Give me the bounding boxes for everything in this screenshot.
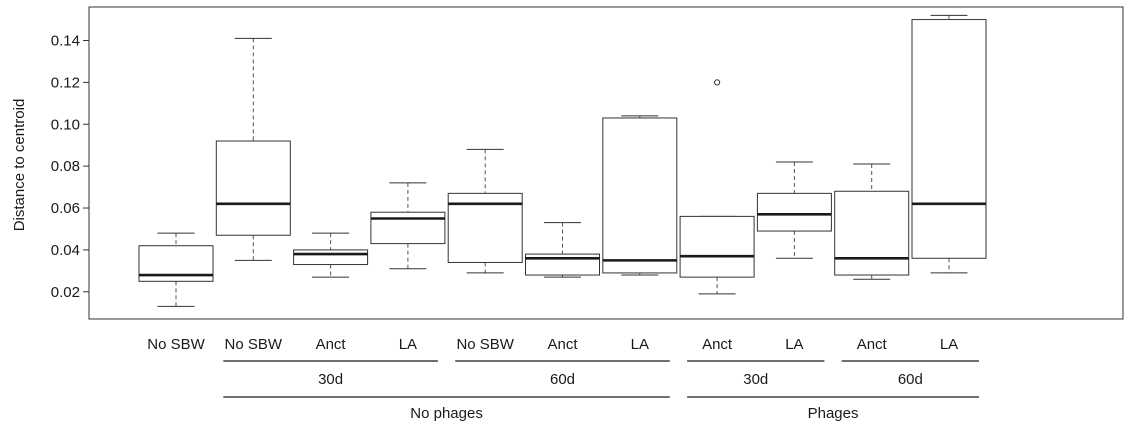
supergroup-label: No phages (410, 405, 483, 422)
box-9 (756, 161, 832, 259)
iqr-box (370, 211, 446, 245)
x-tick-label: LA (631, 336, 649, 353)
x-tick-label: LA (940, 336, 958, 353)
box-8 (679, 79, 755, 295)
iqr-box (602, 117, 678, 274)
x-tick-label: LA (399, 336, 417, 353)
group-label: 30d (318, 371, 343, 388)
iqr-box (679, 215, 755, 278)
y-tick-label: 0.14 (51, 33, 80, 50)
box-1 (138, 232, 214, 307)
box-2 (215, 37, 291, 261)
group-labels: 30d 60d 30d 60d No phages Phages (223, 360, 979, 422)
y-tick-label: 0.12 (51, 74, 80, 91)
y-tick-label: 0.06 (51, 200, 80, 217)
box-5 (447, 148, 523, 274)
box-7 (602, 115, 678, 276)
y-tick-label: 0.08 (51, 158, 80, 175)
x-tick-labels: No SBW No SBW Anct LA No SBW Anct LA Anct LA Anct… (147, 336, 958, 353)
x-tick-label: Anct (857, 336, 888, 353)
x-tick-label: Anct (702, 336, 733, 353)
plot-frame (88, 6, 1124, 320)
box-4 (370, 182, 446, 270)
x-tick-label: LA (785, 336, 803, 353)
supergroup-label: Phages (808, 405, 859, 422)
iqr-box (293, 249, 369, 266)
x-tick-label: Anct (316, 336, 347, 353)
boxes-layer (138, 14, 987, 307)
x-tick-label: Anct (547, 336, 578, 353)
box-11 (911, 14, 987, 274)
y-axis: 0.02 0.04 0.06 0.08 0.10 0.12 0.14 (51, 33, 89, 301)
y-tick-label: 0.02 (51, 284, 80, 301)
x-tick-label: No SBW (456, 336, 514, 353)
x-tick-label: No SBW (225, 336, 283, 353)
iqr-box (756, 192, 832, 232)
y-axis-label: Distance to centroid (11, 99, 28, 232)
box-10 (834, 163, 910, 280)
x-tick-label: No SBW (147, 336, 205, 353)
y-tick-label: 0.10 (51, 116, 80, 133)
iqr-box (215, 140, 291, 236)
box-3 (293, 232, 369, 278)
y-tick-label: 0.04 (51, 242, 80, 259)
iqr-box (834, 190, 910, 276)
group-label: 60d (898, 371, 923, 388)
group-label: 60d (550, 371, 575, 388)
box-6 (525, 222, 600, 278)
group-label: 30d (743, 371, 768, 388)
outlier-point (714, 79, 721, 86)
iqr-box (911, 19, 987, 259)
